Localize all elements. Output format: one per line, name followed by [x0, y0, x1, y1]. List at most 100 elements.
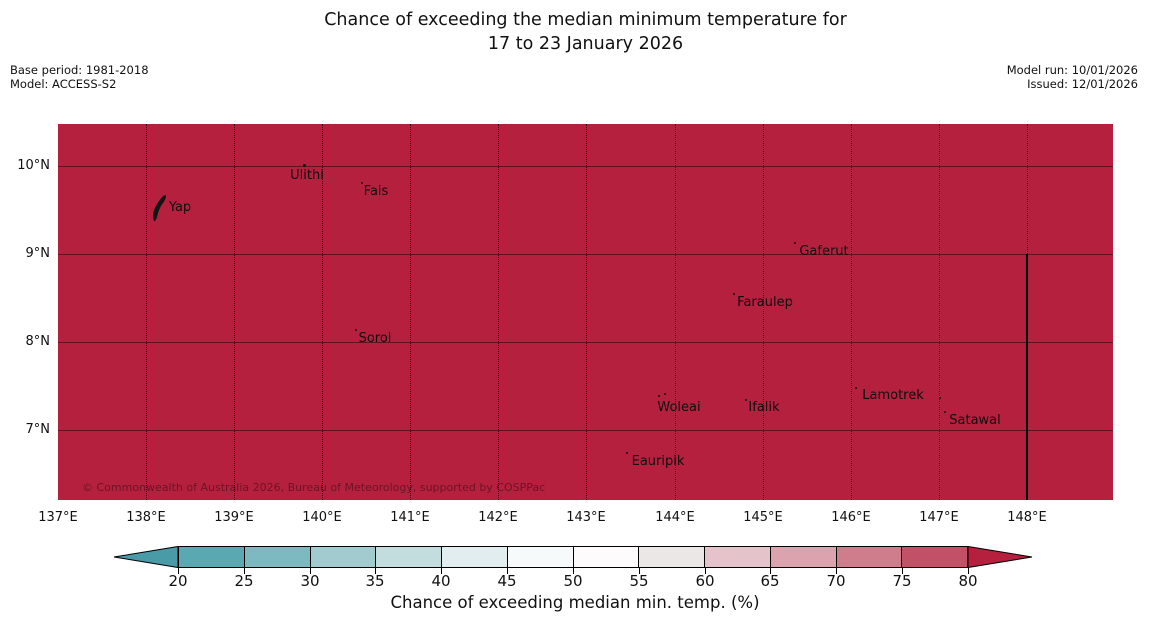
gridline-143e: [586, 124, 587, 500]
colorbar-tick: [178, 568, 179, 574]
colorbar-segment: [769, 547, 836, 567]
colorbar-segment: [704, 547, 770, 567]
island-marker-dot: [664, 393, 666, 395]
colorbar-tick-label: 60: [695, 572, 715, 590]
gridline-146e: [851, 124, 852, 500]
gridline-139e: [234, 124, 235, 500]
colorbar-tick: [968, 568, 969, 574]
y-tick-label: 8°N: [25, 334, 51, 349]
island-label: Fais: [363, 184, 389, 199]
colorbar-tick-label: 80: [958, 572, 978, 590]
colorbar-tick: [244, 568, 245, 574]
colorbar-tick: [310, 568, 311, 574]
x-tick-label: 141°E: [390, 510, 430, 525]
gridline-144e: [675, 124, 676, 500]
colorbar-tick-label: 35: [365, 572, 385, 590]
colorbar-segment: [638, 547, 704, 567]
island-label: Sorol: [358, 331, 392, 346]
colorbar-tick: [573, 568, 574, 574]
island-marker-dot: [361, 182, 363, 184]
model-text: Model: ACCESS-S2: [10, 77, 117, 91]
colorbar-segment: [572, 547, 639, 567]
page-title: Chance of exceeding the median minimum t…: [58, 8, 1113, 56]
colorbar-segment: [243, 547, 310, 567]
colorbar: [178, 546, 968, 568]
x-tick-label: 140°E: [302, 510, 342, 525]
island-marker-dot: [794, 242, 796, 244]
colorbar-tick-label: 70: [826, 572, 846, 590]
colorbar-tick: [836, 568, 837, 574]
colorbar-tick-label: 50: [563, 572, 583, 590]
x-tick-label: 148°E: [1007, 510, 1047, 525]
x-tick-label: 138°E: [126, 510, 166, 525]
island-marker-dot: [939, 397, 941, 399]
colorbar-segment: [375, 547, 441, 567]
model-run-text: Model run: 10/01/2026: [1006, 63, 1138, 77]
island-marker-dot: [303, 164, 306, 167]
island-label: Woleai: [657, 400, 701, 415]
colorbar-segment: [506, 547, 573, 567]
colorbar-tick-label: 20: [168, 572, 188, 590]
island-marker-dot: [745, 399, 747, 401]
colorbar-tick-label: 55: [629, 572, 649, 590]
island-label: Satawal: [949, 413, 1001, 428]
colorbar-segment: [901, 547, 967, 567]
gridline-8n: [58, 342, 1113, 343]
region-boundary-line: [1026, 254, 1028, 500]
colorbar-tick: [507, 568, 508, 574]
meta-left: Base period: 1981-2018 Model: ACCESS-S2: [10, 63, 149, 91]
colorbar-over-arrow: [967, 545, 1033, 569]
island-label: Gaferut: [799, 244, 849, 259]
colorbar-tick-label: 30: [300, 572, 320, 590]
colorbar-tick: [705, 568, 706, 574]
colorbar-tick-label: 75: [892, 572, 912, 590]
colorbar-label: Chance of exceeding median min. temp. (%…: [390, 593, 760, 612]
meta-right: Model run: 10/01/2026 Issued: 12/01/2026: [1007, 63, 1138, 91]
island-marker-dot: [855, 387, 857, 389]
gridline-142e: [498, 124, 499, 500]
island-label: Faraulep: [737, 295, 793, 310]
colorbar-tick-label: 25: [234, 572, 254, 590]
colorbar-tick: [902, 568, 903, 574]
gridline-145e: [763, 124, 764, 500]
gridline-7n: [58, 430, 1113, 431]
island-marker-dot: [626, 452, 628, 454]
y-tick-label: 7°N: [25, 422, 51, 437]
title-line-2: 17 to 23 January 2026: [487, 34, 684, 54]
island-marker-dot: [355, 329, 357, 331]
island-marker-dot: [944, 411, 946, 413]
colorbar-segment: [179, 547, 244, 567]
gridline-138e: [146, 124, 147, 500]
x-axis: 137°E 138°E 139°E 140°E 141°E 142°E 143°…: [38, 510, 1113, 528]
island-label: Ulithi: [290, 168, 324, 183]
y-axis: 10°N 9°N 8°N 7°N: [0, 0, 50, 644]
gridline-141e: [410, 124, 411, 500]
island-marker-dot: [733, 293, 735, 295]
y-tick-label: 9°N: [25, 246, 51, 261]
colorbar-tick-label: 45: [497, 572, 517, 590]
title-line-1: Chance of exceeding the median minimum t…: [324, 10, 847, 30]
colorbar-tick: [770, 568, 771, 574]
copyright-text: © Commonwealth of Australia 2026, Bureau…: [82, 481, 546, 494]
island-marker-dot: [658, 395, 660, 397]
gridline-140e: [322, 124, 323, 500]
island-label: Eauripik: [631, 454, 685, 469]
colorbar-segment: [309, 547, 376, 567]
yap-island-shape: [152, 195, 167, 222]
island-label: Ifalik: [748, 400, 780, 415]
x-tick-label: 145°E: [743, 510, 783, 525]
colorbar-tick: [375, 568, 376, 574]
gridline-10n: [58, 166, 1113, 167]
colorbar-under-arrow: [113, 545, 179, 569]
x-tick-label: 139°E: [214, 510, 254, 525]
colorbar-segment: [835, 547, 902, 567]
gridline-9n: [58, 254, 1113, 255]
island-label: Yap: [168, 200, 192, 215]
colorbar-tick: [441, 568, 442, 574]
colorbar-segment: [441, 547, 507, 567]
x-tick-label: 143°E: [566, 510, 606, 525]
y-tick-label: 10°N: [17, 158, 50, 173]
x-tick-label: 137°E: [38, 510, 78, 525]
x-tick-label: 144°E: [655, 510, 695, 525]
